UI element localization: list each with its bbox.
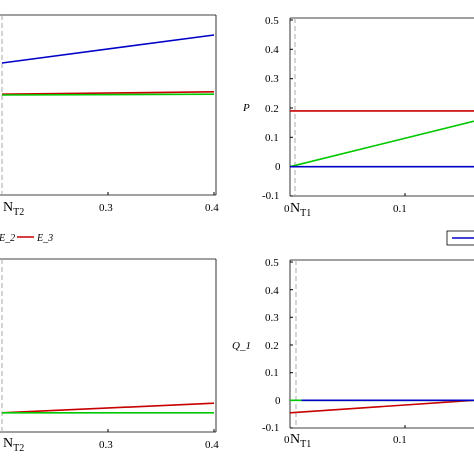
y-axis-label: Q_1 (232, 340, 251, 352)
y-tick-label: 0.5 (265, 257, 279, 269)
y-axis-label: P (242, 102, 250, 114)
x-tick-label: 0 (284, 434, 290, 446)
y-tick-label: 0 (275, 395, 281, 407)
legend-left: E_2 E_3 (0, 233, 53, 244)
y-tick-label: 0.5 (265, 15, 279, 27)
y-tick-label: 0.3 (265, 73, 279, 85)
x-tick-label: 0.1 (393, 434, 407, 446)
x-tick-label: 0.3 (99, 439, 113, 451)
series-group (1, 402, 215, 414)
y-tick-label: 0.4 (265, 285, 279, 297)
series-line-1 (1, 34, 215, 64)
y-tick-label: -0.1 (262, 190, 279, 202)
series-group (289, 399, 474, 414)
panel-bottom-right: 0.5 0.4 0.3 0.2 0.1 0 -0.1 Q_1 0 NT1 0.1 (232, 257, 474, 450)
y-tick-label: 0.4 (265, 44, 279, 56)
series-line-1 (1, 402, 215, 414)
marker-label: NT2 (3, 436, 24, 454)
y-tick-label: -0.1 (262, 422, 279, 434)
x-tick-label: 0.4 (205, 439, 219, 451)
legend-right (446, 230, 474, 246)
x-tick-label: 0.1 (393, 203, 407, 215)
x-tick-label: 0.4 (205, 202, 219, 214)
series-line-2 (1, 91, 215, 95)
marker-label: NT1 (290, 201, 311, 219)
x-tick-label: 0 (284, 203, 290, 215)
y-tick-label: 0.1 (265, 132, 279, 144)
series-line-2 (289, 120, 474, 168)
legend-fragment: E_2 (0, 233, 15, 244)
y-tick-label: 0.2 (265, 340, 279, 352)
panel-bottom-left: NT2 0.3 0.4 (0, 258, 219, 454)
marker-label: NT2 (3, 200, 24, 218)
legend-label: E_3 (36, 233, 53, 244)
y-ticks: 0.5 0.4 0.3 0.2 0.1 0 -0.1 (262, 257, 293, 434)
marker-label: NT1 (290, 432, 311, 450)
x-tick-label: 0.3 (99, 202, 113, 214)
panel-top-right: 0.5 0.4 0.3 0.2 0.1 0 -0.1 P 0 NT1 0.1 (242, 15, 474, 219)
y-tick-label: 0.1 (265, 367, 279, 379)
y-tick-label: 0 (275, 161, 281, 173)
series-group (289, 110, 474, 168)
y-tick-label: 0.3 (265, 312, 279, 324)
y-ticks: 0.5 0.4 0.3 0.2 0.1 0 -0.1 (262, 15, 293, 202)
series-line-3 (1, 93, 215, 96)
y-tick-label: 0.2 (265, 103, 279, 115)
series-group (1, 34, 215, 96)
series-line-1 (289, 399, 474, 414)
panel-top-left: NT2 0.3 0.4 (0, 14, 219, 218)
